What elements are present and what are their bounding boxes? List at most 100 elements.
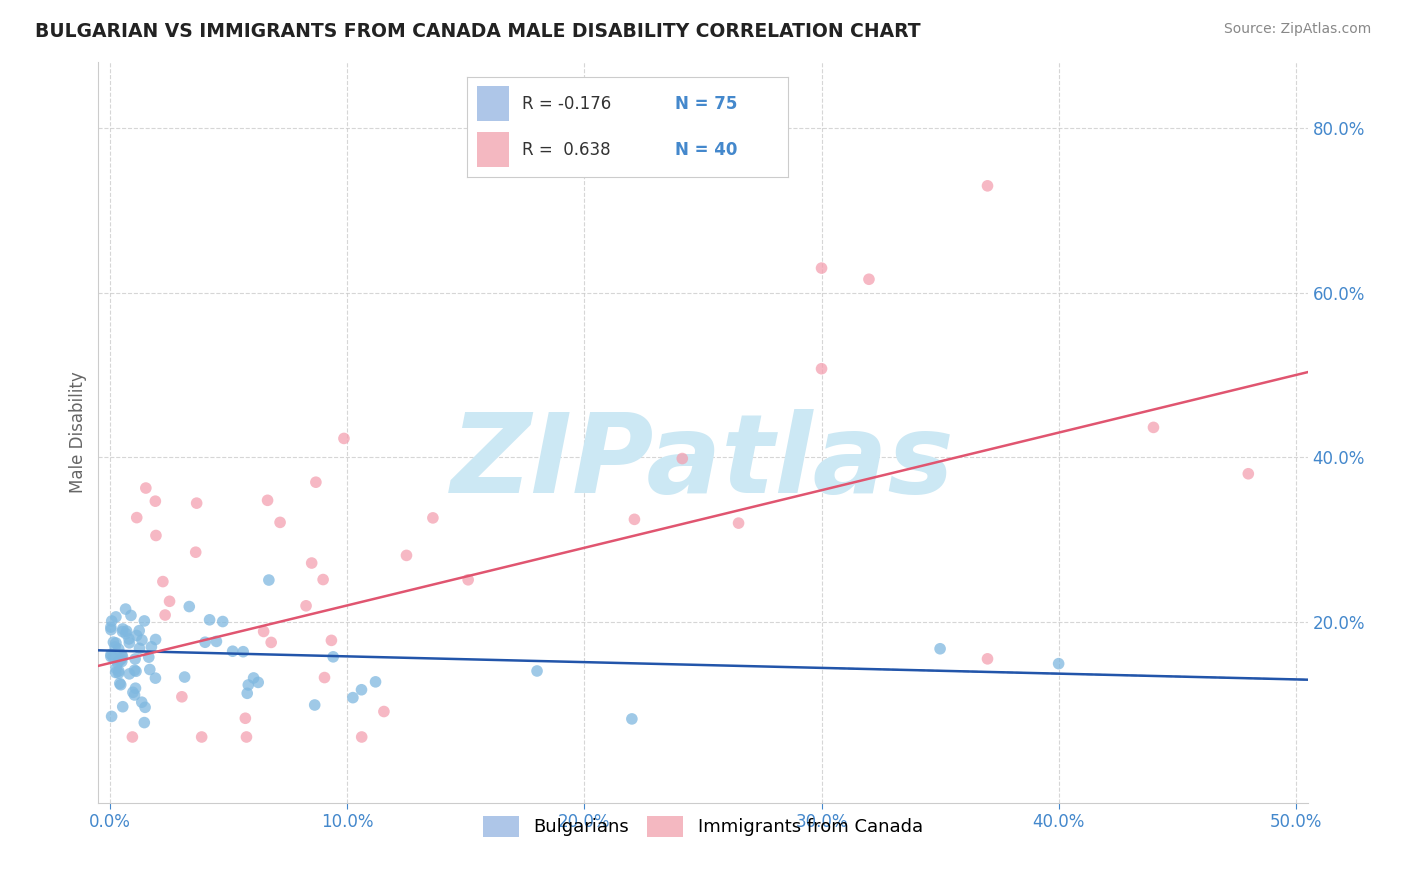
- Point: [1237, 467, 1260, 481]
- Point: [179, 599, 201, 614]
- Point: [145, 632, 167, 647]
- Point: [125, 510, 148, 524]
- Point: [118, 632, 141, 646]
- Point: [120, 608, 142, 623]
- Point: [247, 675, 270, 690]
- Point: [976, 178, 998, 193]
- Text: BULGARIAN VS IMMIGRANTS FROM CANADA MALE DISABILITY CORRELATION CHART: BULGARIAN VS IMMIGRANTS FROM CANADA MALE…: [35, 22, 921, 41]
- Point: [107, 664, 129, 678]
- Point: [107, 656, 129, 670]
- Point: [111, 650, 134, 665]
- Point: [111, 648, 134, 662]
- Point: [373, 705, 395, 719]
- Point: [257, 573, 280, 587]
- Point: [125, 628, 148, 642]
- Point: [104, 640, 127, 654]
- Point: [131, 633, 153, 648]
- Point: [115, 626, 138, 640]
- Point: [138, 650, 160, 665]
- Point: [810, 361, 832, 376]
- Point: [295, 599, 318, 613]
- Point: [186, 496, 208, 510]
- Point: [305, 475, 328, 490]
- Point: [457, 573, 479, 587]
- Point: [107, 642, 129, 657]
- Point: [100, 614, 122, 628]
- Point: [350, 730, 373, 744]
- Point: [190, 730, 212, 744]
- Y-axis label: Male Disability: Male Disability: [69, 372, 87, 493]
- Point: [108, 676, 131, 690]
- Point: [242, 671, 264, 685]
- Point: [128, 624, 150, 638]
- Point: [104, 610, 127, 624]
- Point: [124, 663, 146, 677]
- Point: [100, 623, 122, 637]
- Point: [976, 652, 998, 666]
- Point: [100, 648, 122, 662]
- Point: [256, 493, 278, 508]
- Point: [118, 636, 141, 650]
- Point: [810, 261, 832, 276]
- Legend: Bulgarians, Immigrants from Canada: Bulgarians, Immigrants from Canada: [474, 806, 932, 846]
- Point: [100, 649, 122, 664]
- Point: [253, 624, 276, 639]
- Point: [236, 686, 259, 700]
- Point: [111, 622, 134, 636]
- Point: [173, 670, 195, 684]
- Point: [105, 661, 128, 675]
- Point: [145, 671, 167, 685]
- Point: [153, 607, 176, 622]
- Point: [104, 665, 127, 680]
- Point: [232, 645, 254, 659]
- Point: [125, 665, 148, 679]
- Point: [322, 649, 344, 664]
- Point: [205, 634, 228, 648]
- Point: [118, 666, 141, 681]
- Text: ZIPatlas: ZIPatlas: [451, 409, 955, 516]
- Point: [139, 663, 162, 677]
- Point: [184, 545, 207, 559]
- Point: [238, 678, 260, 692]
- Point: [671, 451, 693, 466]
- Text: Source: ZipAtlas.com: Source: ZipAtlas.com: [1223, 22, 1371, 37]
- Point: [104, 636, 127, 650]
- Point: [321, 633, 343, 648]
- Point: [350, 682, 373, 697]
- Point: [260, 635, 283, 649]
- Point: [727, 516, 749, 530]
- Point: [110, 652, 132, 666]
- Point: [312, 573, 335, 587]
- Point: [304, 698, 326, 712]
- Point: [269, 516, 291, 530]
- Point: [159, 594, 181, 608]
- Point: [101, 650, 124, 665]
- Point: [100, 620, 122, 634]
- Point: [124, 688, 146, 702]
- Point: [111, 655, 134, 669]
- Point: [145, 528, 167, 542]
- Point: [858, 272, 880, 286]
- Point: [124, 681, 146, 696]
- Point: [115, 624, 138, 639]
- Point: [135, 481, 157, 495]
- Point: [211, 615, 233, 629]
- Point: [131, 695, 153, 709]
- Point: [121, 730, 143, 744]
- Point: [134, 614, 156, 628]
- Point: [422, 511, 444, 525]
- Point: [364, 674, 387, 689]
- Point: [128, 641, 150, 656]
- Point: [111, 699, 134, 714]
- Point: [235, 730, 257, 744]
- Point: [1142, 420, 1164, 434]
- Point: [111, 624, 134, 639]
- Point: [1047, 657, 1070, 671]
- Point: [194, 635, 217, 649]
- Point: [301, 556, 323, 570]
- Point: [170, 690, 193, 704]
- Point: [141, 640, 163, 654]
- Point: [100, 709, 122, 723]
- Point: [108, 654, 131, 668]
- Point: [233, 711, 256, 725]
